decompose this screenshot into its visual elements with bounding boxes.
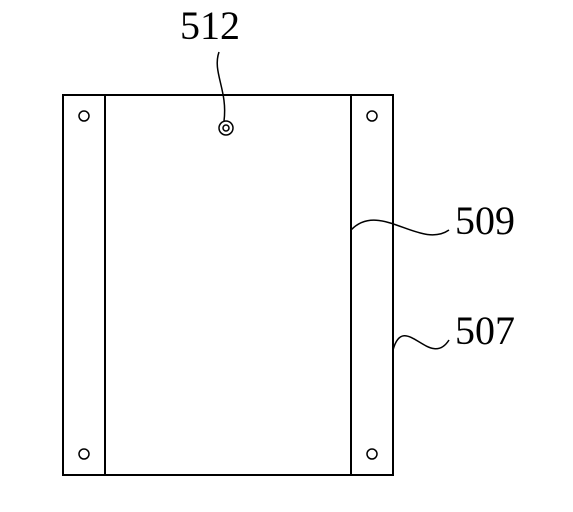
label-512: 512 (180, 3, 240, 48)
label-509: 509 (455, 198, 515, 243)
diagram-background (0, 0, 573, 512)
label-507: 507 (455, 308, 515, 353)
